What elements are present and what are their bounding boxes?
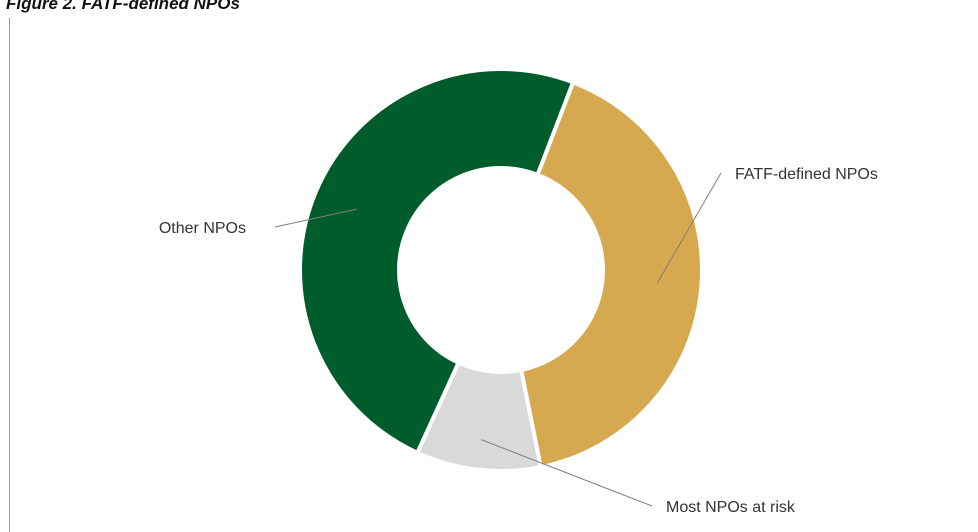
label-other-npos: Other NPOs — [159, 220, 246, 237]
leader-lines — [274, 172, 722, 507]
leader-line-fatf-defined-npos — [656, 172, 722, 284]
slice-labels: FATF-defined NPOs Most NPOs at risk Other … — [159, 166, 878, 516]
slice-fatf-defined-npos — [518, 79, 704, 470]
left-rule — [9, 18, 10, 532]
label-fatf-defined-npos: FATF-defined NPOs — [735, 166, 878, 183]
donut-slices — [298, 67, 704, 473]
figure-title: Figure 2. FATF-defined NPOs — [6, 0, 240, 13]
label-most-npos-at-risk: Most NPOs at risk — [666, 499, 796, 516]
leader-line-most-npos-at-risk — [481, 439, 653, 507]
leader-line-other-npos — [274, 208, 357, 228]
slice-other-npos — [298, 67, 576, 456]
